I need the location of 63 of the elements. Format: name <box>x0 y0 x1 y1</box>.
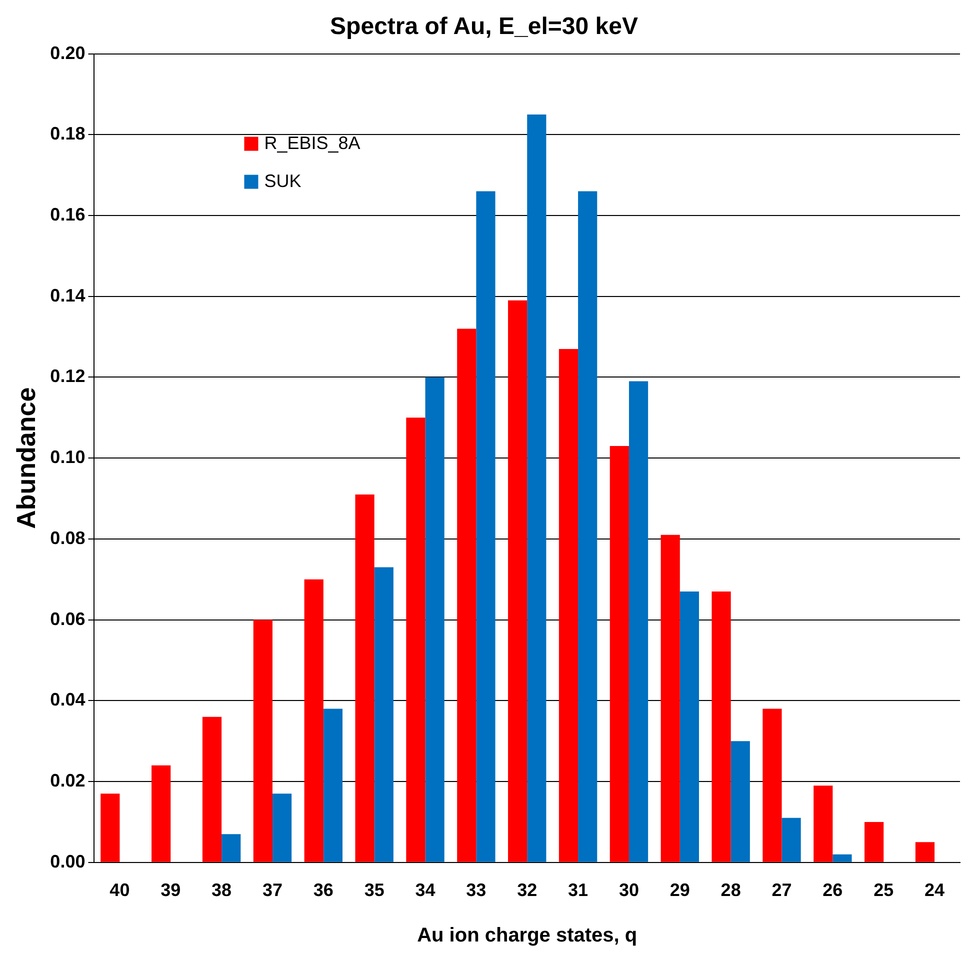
y-tick-label: 0.16 <box>50 204 86 224</box>
y-tick-label: 0.06 <box>50 608 86 629</box>
y-axis-title: Abundance <box>10 387 41 529</box>
bar <box>253 620 272 862</box>
bar <box>527 114 546 862</box>
bar <box>476 191 496 862</box>
bar <box>762 708 782 862</box>
x-tick-label: 38 <box>212 880 232 900</box>
legend-label: SUK <box>264 170 302 191</box>
y-tick-label: 0.14 <box>50 285 86 306</box>
bar <box>222 834 241 862</box>
x-tick-label: 32 <box>517 880 538 900</box>
x-tick-label: 24 <box>924 880 945 900</box>
bar <box>712 592 731 862</box>
bar <box>406 418 426 862</box>
bar <box>202 716 222 862</box>
bar <box>508 300 528 862</box>
chart-title: Spectra of Au, E_el=30 keV <box>330 13 638 40</box>
bar <box>864 822 884 862</box>
y-tick-label: 0.10 <box>50 447 86 468</box>
bar <box>374 567 394 862</box>
bar <box>660 534 680 862</box>
x-tick-label: 29 <box>670 880 690 900</box>
y-tick-label: 0.20 <box>50 42 86 63</box>
y-tick-label: 0.00 <box>50 851 86 872</box>
x-tick-label: 33 <box>466 880 486 900</box>
bar <box>610 446 629 862</box>
x-tick-label: 25 <box>874 880 894 900</box>
bar <box>782 818 801 862</box>
x-tick-label: 26 <box>822 880 843 900</box>
bar <box>100 794 120 862</box>
x-tick-label: 31 <box>568 880 588 900</box>
bar <box>578 191 598 862</box>
bar <box>832 854 852 862</box>
bar <box>814 786 833 862</box>
y-tick-label: 0.08 <box>50 528 86 548</box>
bar <box>730 741 750 862</box>
bar <box>323 708 343 862</box>
y-tick-label: 0.02 <box>50 770 86 791</box>
bar <box>628 381 648 862</box>
x-tick-label: 34 <box>415 880 436 900</box>
y-tick-label: 0.04 <box>50 690 86 710</box>
bar <box>680 592 699 862</box>
legend-label: R_EBIS_8A <box>264 132 360 153</box>
x-tick-label: 36 <box>313 880 334 900</box>
bar <box>272 794 292 862</box>
x-tick-label: 39 <box>160 880 181 900</box>
bar <box>355 494 374 862</box>
x-tick-label: 28 <box>720 880 741 900</box>
bar <box>915 842 935 862</box>
bar <box>457 328 476 862</box>
bar <box>152 765 171 862</box>
bar <box>558 348 578 862</box>
x-tick-label: 37 <box>262 880 282 900</box>
x-tick-label: 30 <box>618 880 639 900</box>
bar <box>304 579 324 862</box>
x-tick-label: 27 <box>772 880 792 900</box>
x-tick-label: 40 <box>110 880 130 900</box>
bar <box>425 377 444 862</box>
x-tick-label: 35 <box>364 880 384 900</box>
x-axis-title: Au ion charge states, q <box>417 924 638 947</box>
y-tick-label: 0.18 <box>50 124 86 144</box>
y-tick-label: 0.12 <box>50 366 86 386</box>
